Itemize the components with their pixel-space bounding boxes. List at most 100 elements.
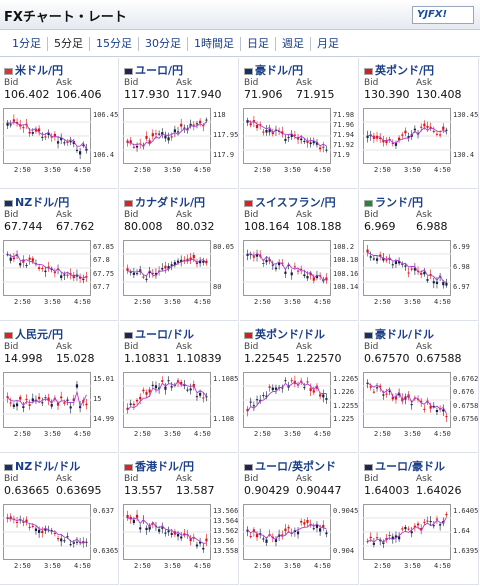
y-tick-label: 130.45	[453, 111, 479, 119]
candle-body	[22, 127, 25, 129]
pair-card[interactable]: ユーロ/円 Bid Ask 117.930 117.940 118 117.95 117.9 2…	[120, 58, 239, 189]
pair-name-link[interactable]: 英ポンド/円	[364, 62, 434, 78]
moving-average-line	[7, 121, 87, 150]
ask-value: 0.90447	[296, 484, 342, 497]
flag-icon	[364, 199, 373, 207]
candle-body	[394, 396, 398, 400]
tab-0[interactable]: 1分足	[6, 36, 48, 51]
pair-name-link[interactable]: ユーロ/英ポンド	[244, 458, 336, 474]
candle-body	[379, 137, 382, 140]
candlestick-chart	[123, 372, 211, 428]
tab-7[interactable]: 月足	[317, 36, 339, 50]
pair-name-link[interactable]: 豪ドル/ドル	[364, 326, 434, 342]
pair-card[interactable]: ユーロ/英ポンド Bid Ask 0.90429 0.90447 0.9045 0.904 2…	[240, 454, 359, 585]
y-tick-label: 1.108	[213, 415, 235, 423]
x-tick-label: 4:50	[314, 562, 331, 570]
pair-name-link[interactable]: 豪ドル/円	[244, 62, 303, 78]
pair-name-link[interactable]: 香港ドル/円	[124, 458, 194, 474]
pair-name-link[interactable]: ユーロ/ドル	[124, 326, 194, 342]
candle-body	[82, 279, 85, 281]
pair-name: 香港ドル/円	[135, 460, 195, 473]
candle-body	[15, 521, 19, 523]
ask-label: Ask	[416, 474, 433, 484]
candle-body	[249, 401, 252, 403]
ask-label: Ask	[296, 342, 313, 352]
flag-icon	[244, 463, 253, 471]
pair-card[interactable]: 米ドル/円 Bid Ask 106.402 106.406 106.45 106.4 2:50…	[0, 58, 119, 189]
candle-body	[173, 129, 176, 133]
candle-body	[164, 532, 167, 534]
tab-3[interactable]: 30分足	[139, 36, 188, 51]
pair-card[interactable]: ユーロ/豪ドル Bid Ask 1.64003 1.64026 1.6405 1.64 1.6…	[360, 454, 479, 585]
pair-card[interactable]: NZドル/円 Bid Ask 67.744 67.762 67.85 67.8 67.75 67…	[0, 190, 119, 321]
bid-label: Bid	[124, 474, 139, 484]
candle-body	[439, 134, 442, 136]
candle-body	[303, 274, 306, 277]
candle-body	[407, 136, 410, 139]
pair-name: NZドル/ドル	[15, 460, 81, 473]
tab-2[interactable]: 15分足	[90, 36, 139, 51]
candle-body	[322, 146, 325, 148]
candle-body	[379, 385, 382, 388]
candle-body	[413, 128, 416, 131]
candle-body	[6, 122, 9, 126]
pair-card[interactable]: 豪ドル/円 Bid Ask 71.906 71.915 71.98 71.96 71.94 71…	[240, 58, 359, 189]
x-tick-label: 2:50	[374, 430, 391, 438]
pair-name-link[interactable]: NZドル/ドル	[4, 458, 80, 474]
candle-body	[281, 262, 284, 264]
yjfx-logo[interactable]: YJFX!	[412, 6, 474, 24]
candle-body	[19, 519, 22, 521]
tab-6[interactable]: 週足	[276, 36, 311, 51]
pair-card[interactable]: 英ポンド/ドル Bid Ask 1.22545 1.22570 1.2265 1.226 1.…	[240, 322, 359, 453]
pair-card[interactable]: 英ポンド/円 Bid Ask 130.390 130.408 130.45 130.4 2:5…	[360, 58, 479, 189]
candle-body	[161, 380, 164, 382]
candle-body	[306, 276, 309, 279]
tab-5[interactable]: 日足	[241, 36, 276, 51]
pair-name: スイスフラン/円	[255, 196, 336, 209]
candle-body	[309, 142, 312, 145]
x-tick-label: 3:50	[44, 298, 61, 306]
pair-name-link[interactable]: NZドル/円	[4, 194, 69, 210]
pair-card[interactable]: 香港ドル/円 Bid Ask 13.557 13.587 13.566 13.564 13.5…	[120, 454, 239, 585]
pair-card[interactable]: ランド/円 Bid Ask 6.969 6.988 6.99 6.98 6.97 2:50 3:5…	[360, 190, 479, 321]
candle-body	[44, 528, 47, 531]
pair-name-link[interactable]: ユーロ/円	[124, 62, 183, 78]
tab-4[interactable]: 1時間足	[188, 36, 241, 51]
candle-body	[195, 544, 199, 547]
pair-name-link[interactable]: 米ドル/円	[4, 62, 63, 78]
candle-body	[366, 249, 369, 253]
y-tick-label: 14.99	[93, 415, 115, 423]
pair-name-link[interactable]: 人民元/円	[4, 326, 63, 342]
candle-body	[255, 399, 259, 401]
candle-body	[252, 256, 255, 258]
pair-name-link[interactable]: スイスフラン/円	[244, 194, 336, 210]
pair-card[interactable]: ユーロ/ドル Bid Ask 1.10831 1.10839 1.1085 1.108 2:5…	[120, 322, 239, 453]
candle-body	[306, 519, 309, 523]
candle-body	[290, 133, 293, 137]
pair-card[interactable]: カナダドル/円 Bid Ask 80.008 80.032 80.05 80 2:50 3:50…	[120, 190, 239, 321]
pair-name: ランド/円	[375, 196, 424, 209]
candle-body	[369, 536, 372, 539]
pair-card[interactable]: スイスフラン/円 Bid Ask 108.164 108.188 108.2 108.18 1…	[240, 190, 359, 321]
candle-body	[15, 403, 19, 407]
candle-body	[442, 409, 445, 412]
ask-value: 15.028	[56, 352, 95, 365]
pair-card[interactable]: NZドル/ドル Bid Ask 0.63665 0.63695 0.637 0.6365 2:…	[0, 454, 119, 585]
candle-body	[407, 272, 410, 274]
pair-name-link[interactable]: カナダドル/円	[124, 194, 205, 210]
candle-body	[413, 525, 416, 528]
candle-body	[139, 527, 142, 530]
tab-1[interactable]: 5分足	[48, 36, 90, 51]
pair-name-link[interactable]: ランド/円	[364, 194, 423, 210]
pair-name-link[interactable]: ユーロ/豪ドル	[364, 458, 445, 474]
candle-body	[72, 542, 75, 544]
pair-card[interactable]: 人民元/円 Bid Ask 14.998 15.028 15.01 15 14.99 2:50 3…	[0, 322, 119, 453]
pair-name-link[interactable]: 英ポンド/ドル	[244, 326, 325, 342]
candle-body	[379, 540, 382, 542]
candle-body	[85, 148, 88, 151]
y-tick-label: 13.566	[213, 507, 239, 515]
candle-body	[303, 522, 306, 525]
pair-card[interactable]: 豪ドル/ドル Bid Ask 0.67570 0.67588 0.6762 0.676 0.6…	[360, 322, 479, 453]
candle-body	[151, 133, 154, 137]
moving-average-line	[367, 517, 447, 544]
